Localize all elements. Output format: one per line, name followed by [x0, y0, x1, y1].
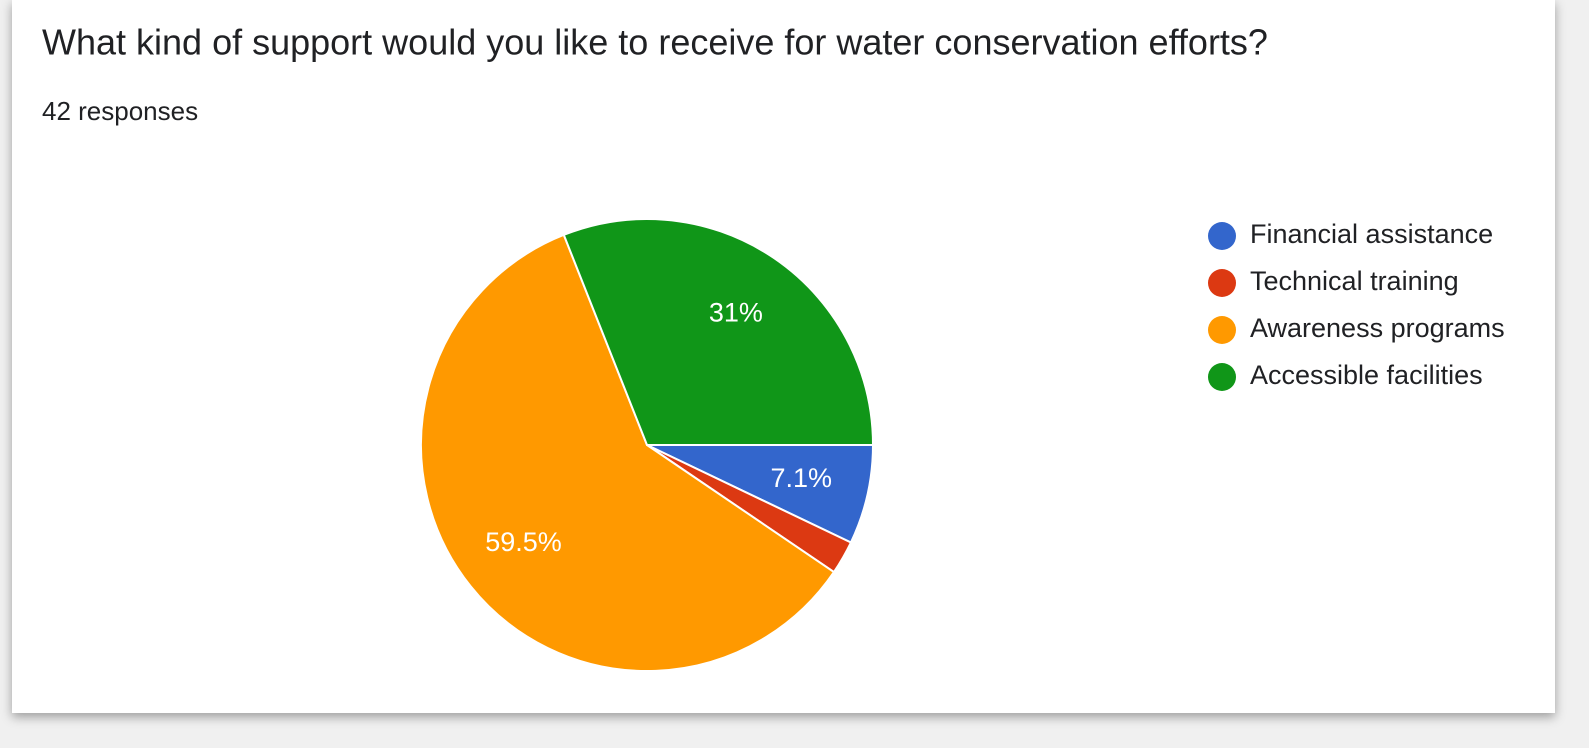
pie-slice: [562, 218, 875, 446]
legend-marker: [1208, 363, 1236, 391]
legend-marker: [1208, 316, 1236, 344]
chart-title: What kind of support would you like to r…: [42, 22, 1268, 63]
legend-label: Awareness programs: [1250, 313, 1505, 343]
pie-slice: [646, 444, 875, 544]
slice-label: 31%: [709, 297, 763, 327]
slice-label: 59.5%: [485, 527, 562, 557]
legend-label: Financial assistance: [1250, 219, 1493, 249]
pie-slice: [420, 233, 836, 672]
slice-label: 7.1%: [771, 463, 833, 493]
response-count: 42 responses: [42, 96, 198, 126]
legend-label: Accessible facilities: [1250, 360, 1483, 390]
legend-label: Technical training: [1250, 266, 1459, 296]
legend-marker: [1208, 222, 1236, 250]
legend-marker: [1208, 269, 1236, 297]
